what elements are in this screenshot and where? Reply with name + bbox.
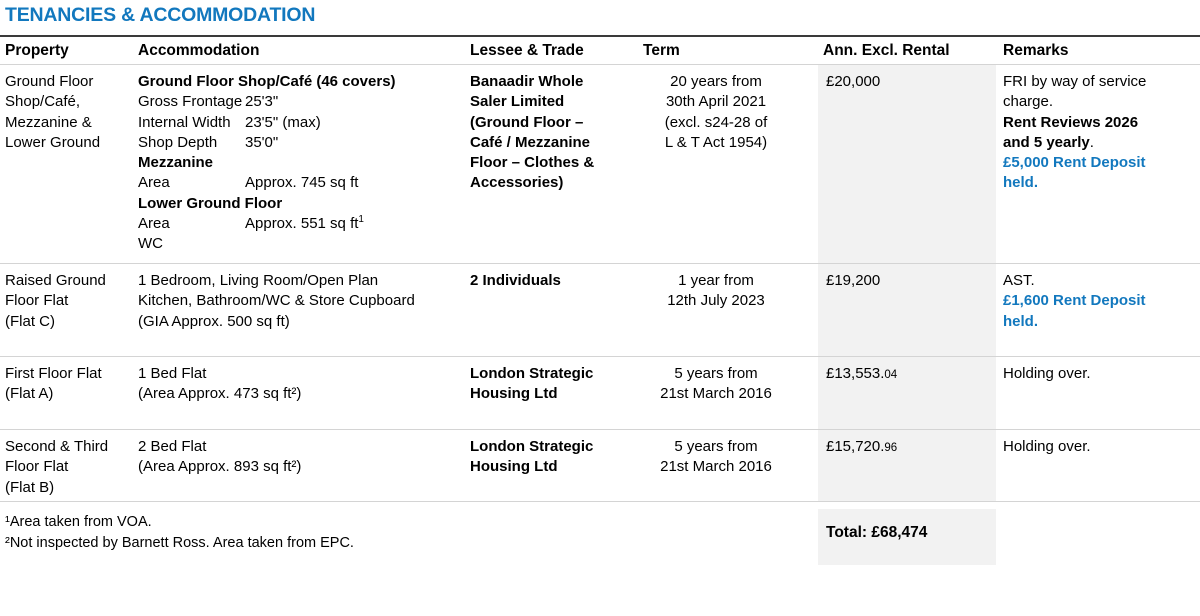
rental-column-shading [818,64,996,501]
accommodation-section-title: Mezzanine [138,154,214,172]
spec-row: Internal Width 23'5" (max) [138,113,321,131]
cell-remarks: Holding over. [1003,438,1091,455]
row-separator [0,429,1200,430]
column-header-annual-rental: Ann. Excl. Rental [823,42,950,59]
cell-remarks: AST. £1,600 Rent Deposit held. [1003,272,1146,330]
spec-row: Area Approx. 745 sq ft [138,174,359,192]
column-header-property: Property [5,42,69,59]
page-title: TENANCIES & ACCOMMODATION [5,4,316,26]
spec-row: Gross Frontage 25'3" [138,93,279,111]
cell-remarks: Holding over. [1003,365,1091,382]
cell-annual-rental: £15,720.96 [826,438,898,455]
spec-row: Area Approx. 551 sq ft1 [138,214,364,233]
column-header-lessee-trade: Lessee & Trade [470,42,584,59]
cell-term: 20 years from 30th April 2021 (excl. s24… [664,73,768,151]
cell-property: Ground Floor Shop/Café, Mezzanine & Lowe… [5,73,101,151]
total-annual-rental: Total: £68,474 [826,524,928,541]
accommodation-section-title: Lower Ground Floor [138,194,283,212]
cell-term: 5 years from 21st March 2016 [660,438,772,476]
cell-lessee-trade: London Strategic Housing Ltd [470,365,594,403]
cell-term: 5 years from 21st March 2016 [660,365,772,403]
cell-accommodation: 1 Bed Flat (Area Approx. 473 sq ft²) [138,365,302,403]
footnotes: ¹Area taken from VOA. ²Not inspected by … [5,512,354,553]
cell-accommodation: Ground Floor Shop/Café (46 covers) Gross… [138,72,464,255]
cell-property: First Floor Flat (Flat A) [5,365,102,403]
column-header-accommodation: Accommodation [138,42,260,59]
total-cell-shading [818,509,996,565]
spec-row: WC [138,235,163,253]
cell-annual-rental: £19,200 [826,272,881,289]
footnote-1: ¹Area taken from VOA. [5,514,152,530]
cell-accommodation: 1 Bedroom, Living Room/Open Plan Kitchen… [138,272,415,330]
header-top-rule [0,35,1200,37]
spec-row: Shop Depth 35'0" [138,133,279,151]
table-bottom-rule [0,501,1200,502]
row-separator [0,356,1200,357]
cell-lessee-trade: London Strategic Housing Ltd [470,438,594,476]
cell-annual-rental: £20,000 [826,73,881,90]
cell-term: 1 year from 12th July 2023 [667,272,765,310]
cell-accommodation: 2 Bed Flat (Area Approx. 893 sq ft²) [138,438,302,476]
footnote-2: ²Not inspected by Barnett Ross. Area tak… [5,534,354,551]
cell-property: Raised Ground Floor Flat (Flat C) [5,272,106,330]
cell-lessee-trade: 2 Individuals [470,272,561,289]
accommodation-title: Ground Floor Shop/Café (46 covers) [138,73,396,90]
row-separator [0,263,1200,264]
cell-annual-rental: £13,553.04 [826,365,898,382]
column-header-remarks: Remarks [1003,42,1069,59]
header-bottom-rule [0,64,1200,65]
cell-remarks: FRI by way of service charge. Rent Revie… [1003,73,1147,192]
cell-lessee-trade: Banaadir Whole Saler Limited (Ground Flo… [470,73,595,192]
cell-property: Second & Third Floor Flat (Flat B) [5,438,109,496]
column-header-term: Term [643,42,680,59]
footnote-marker: 1 [358,214,364,226]
